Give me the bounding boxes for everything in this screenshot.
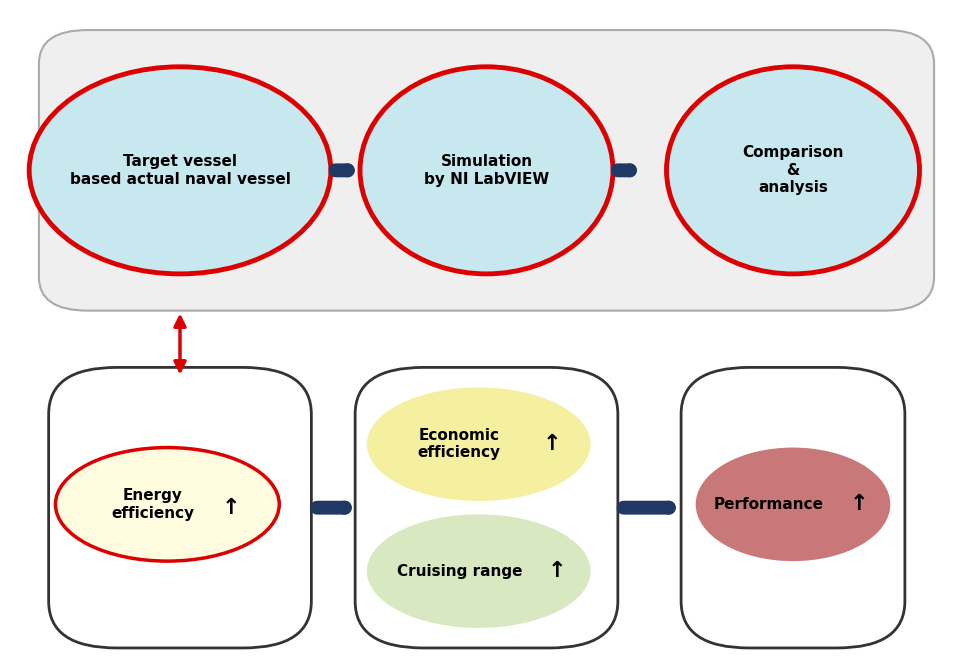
Ellipse shape [696, 448, 890, 561]
FancyBboxPatch shape [39, 30, 934, 311]
Ellipse shape [55, 448, 279, 561]
Text: Simulation
by NI LabVIEW: Simulation by NI LabVIEW [424, 154, 549, 186]
Text: Cruising range: Cruising range [397, 564, 522, 578]
Ellipse shape [667, 67, 919, 274]
Text: Economic
efficiency: Economic efficiency [417, 428, 501, 460]
Text: ↑: ↑ [221, 498, 240, 518]
Text: Target vessel
based actual naval vessel: Target vessel based actual naval vessel [69, 154, 291, 186]
Text: ↑: ↑ [542, 434, 561, 454]
Text: Performance: Performance [713, 497, 824, 512]
Text: ↑: ↑ [849, 494, 869, 514]
FancyBboxPatch shape [355, 367, 618, 648]
Text: Energy
efficiency: Energy efficiency [111, 488, 195, 520]
Ellipse shape [367, 514, 591, 628]
FancyBboxPatch shape [681, 367, 905, 648]
Ellipse shape [367, 387, 591, 501]
Ellipse shape [360, 67, 613, 274]
Text: Comparison
&
analysis: Comparison & analysis [742, 146, 844, 195]
FancyBboxPatch shape [49, 367, 311, 648]
Text: ↑: ↑ [547, 561, 566, 581]
Ellipse shape [29, 67, 331, 274]
